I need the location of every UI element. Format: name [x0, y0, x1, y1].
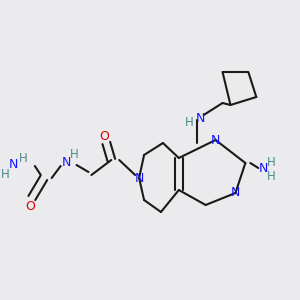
Text: N: N	[62, 155, 71, 169]
Text: N: N	[8, 158, 18, 172]
Text: N: N	[134, 172, 144, 184]
Text: H: H	[70, 148, 79, 160]
Text: N: N	[259, 161, 268, 175]
Text: H: H	[267, 169, 276, 182]
Text: H: H	[19, 152, 27, 164]
Text: H: H	[184, 116, 193, 128]
Text: N: N	[231, 187, 240, 200]
Text: O: O	[25, 200, 35, 212]
Text: N: N	[211, 134, 220, 146]
Text: H: H	[267, 155, 276, 169]
Text: H: H	[1, 169, 9, 182]
Text: N: N	[196, 112, 206, 124]
Text: O: O	[99, 130, 109, 143]
